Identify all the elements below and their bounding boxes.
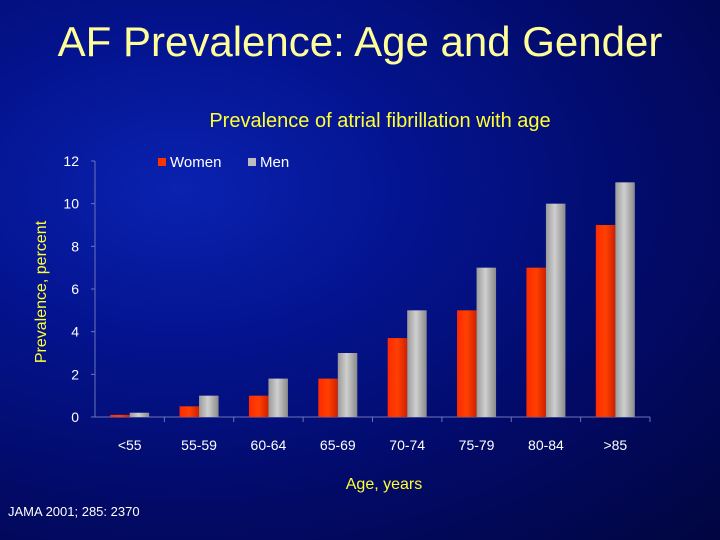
bar-women bbox=[110, 414, 130, 417]
bar-men bbox=[268, 378, 288, 417]
y-tick-label: 4 bbox=[71, 324, 79, 340]
legend: Women Men bbox=[158, 154, 289, 171]
y-tick-label: 10 bbox=[63, 196, 79, 212]
slide-title: AF Prevalence: Age and Gender bbox=[57, 18, 663, 65]
legend-swatch-men bbox=[248, 158, 256, 166]
x-tick-label: 75-79 bbox=[459, 437, 495, 453]
bar-women bbox=[457, 310, 477, 417]
bar-men bbox=[199, 395, 219, 417]
x-tick-label: 80-84 bbox=[528, 437, 564, 453]
y-tick-label: 0 bbox=[71, 409, 79, 425]
bar-men bbox=[545, 203, 566, 417]
bar-men bbox=[615, 182, 635, 417]
y-axis-label: Prevalence, percent bbox=[33, 220, 50, 363]
x-tick-label: 55-59 bbox=[181, 437, 217, 453]
bar-men bbox=[476, 267, 497, 417]
x-tick-label: 60-64 bbox=[251, 437, 287, 453]
y-tick-label: 6 bbox=[71, 281, 79, 297]
bar-women bbox=[318, 378, 338, 417]
bar-women bbox=[387, 338, 408, 417]
bar-men bbox=[337, 353, 358, 417]
y-tick-label: 12 bbox=[63, 153, 79, 169]
bar-men bbox=[129, 412, 150, 417]
legend-label-women: Women bbox=[170, 154, 221, 171]
x-tick-label: 65-69 bbox=[320, 437, 356, 453]
bar-women bbox=[179, 406, 200, 417]
bar-men bbox=[407, 310, 427, 417]
x-tick-label: <55 bbox=[118, 437, 142, 453]
citation: JAMA 2001; 285: 2370 bbox=[8, 504, 140, 519]
legend-label-men: Men bbox=[260, 154, 289, 171]
chart-title: Prevalence of atrial fibrillation with a… bbox=[209, 110, 551, 132]
y-tick-label: 8 bbox=[71, 238, 79, 254]
legend-swatch-women bbox=[158, 158, 166, 166]
x-tick-label: 70-74 bbox=[389, 437, 425, 453]
bar-women bbox=[248, 395, 269, 417]
x-tick-label: >85 bbox=[603, 437, 627, 453]
bar-women bbox=[595, 225, 616, 417]
bar-women bbox=[526, 267, 546, 417]
y-tick-label: 2 bbox=[71, 366, 79, 382]
x-axis-label: Age, years bbox=[346, 476, 422, 493]
